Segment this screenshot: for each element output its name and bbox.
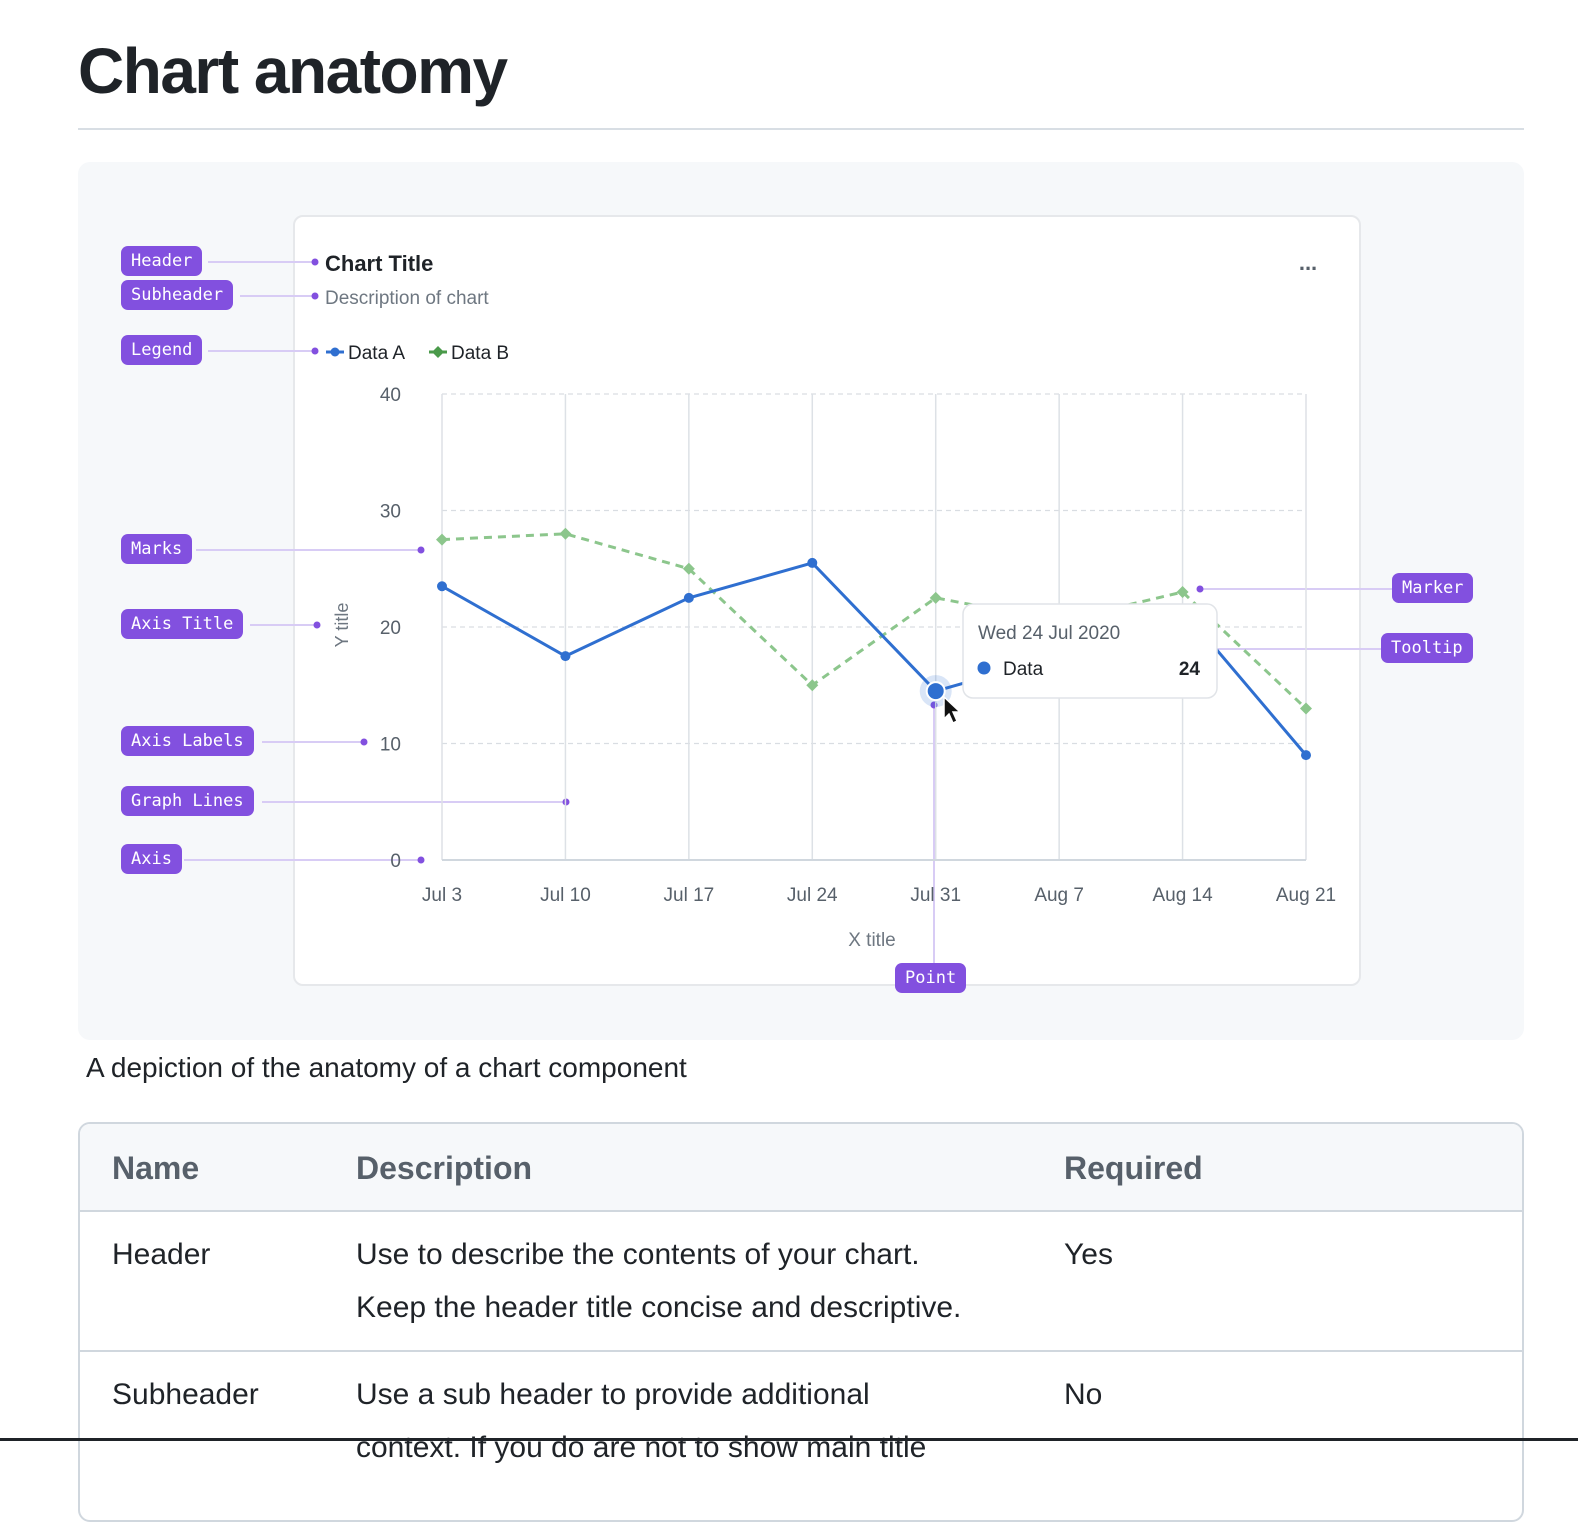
callout-legend: Legend bbox=[121, 335, 203, 365]
x-tick-label: Jul 31 bbox=[910, 885, 961, 906]
row-divider bbox=[80, 1350, 1522, 1352]
data-a-point[interactable] bbox=[437, 581, 447, 592]
anatomy-table: Name Description Required Header Use to … bbox=[78, 1122, 1524, 1522]
series-data-b-line bbox=[441, 532, 1308, 710]
callout-marker: Marker bbox=[1392, 573, 1474, 603]
chart-menu-button[interactable]: ... bbox=[1299, 250, 1317, 275]
callout-graph-lines: Graph Lines bbox=[121, 786, 254, 816]
x-tick-label: Jul 3 bbox=[422, 885, 462, 906]
data-a-point[interactable] bbox=[560, 651, 571, 662]
tooltip-date: Wed 24 Jul 2020 bbox=[978, 623, 1120, 644]
callout-connectors bbox=[184, 261, 1396, 966]
table-row: Header Use to describe the contents of y… bbox=[80, 1228, 1522, 1348]
x-tick-label: Aug 21 bbox=[1276, 885, 1336, 906]
row-name: Header bbox=[112, 1238, 211, 1271]
row-description-line: Keep the header title concise and descri… bbox=[356, 1291, 962, 1324]
mouse-cursor-icon bbox=[943, 695, 962, 725]
column-header-required: Required bbox=[1064, 1150, 1203, 1186]
callout-tooltip: Tooltip bbox=[1381, 633, 1473, 663]
x-tick-label: Jul 17 bbox=[664, 885, 715, 906]
chart-description: Description of chart bbox=[325, 288, 489, 309]
tooltip: Wed 24 Jul 2020 Data 24 bbox=[962, 603, 1218, 699]
column-header-description: Description bbox=[356, 1150, 533, 1186]
legend-data-b-swatch-diamond bbox=[432, 346, 444, 358]
data-a-point[interactable] bbox=[683, 592, 694, 603]
table-header-row: Name Description Required bbox=[80, 1124, 1522, 1212]
marks-anchor-dot bbox=[417, 546, 425, 554]
anatomy-figure: Chart Title Description of chart ... Dat… bbox=[78, 162, 1524, 1040]
header-anchor-dot bbox=[311, 258, 319, 266]
y-tick-label: 20 bbox=[380, 618, 401, 639]
data-a-point[interactable] bbox=[807, 557, 818, 568]
tooltip-series-label: Data bbox=[1003, 659, 1044, 680]
callout-axis-labels: Axis Labels bbox=[121, 726, 254, 756]
y-tick-label: 10 bbox=[380, 735, 401, 756]
callout-anchor-dots bbox=[311, 258, 1204, 864]
chart-title: Chart Title bbox=[325, 251, 433, 276]
y-tick-label: 30 bbox=[380, 502, 401, 523]
data-b-mark bbox=[559, 527, 572, 540]
data-a-point[interactable] bbox=[1301, 750, 1311, 761]
data-b-mark bbox=[806, 679, 819, 692]
data-b-mark bbox=[436, 533, 448, 546]
tooltip-series-dot bbox=[977, 661, 991, 675]
x-axis-title: X title bbox=[848, 930, 896, 951]
data-a-hovered-point[interactable] bbox=[925, 681, 946, 702]
data-b-mark bbox=[1300, 702, 1312, 715]
legend-anchor-dot bbox=[311, 347, 319, 355]
axis-anchor-dot bbox=[417, 856, 425, 864]
row-name: Subheader bbox=[112, 1378, 259, 1411]
x-tick-label: Jul 24 bbox=[787, 885, 838, 906]
x-tick-label: Aug 7 bbox=[1034, 885, 1084, 906]
data-b-mark bbox=[682, 562, 695, 575]
chart-legend: Data A Data B bbox=[326, 343, 509, 364]
y-tick-label: 0 bbox=[390, 851, 401, 872]
figure-caption: A depiction of the anatomy of a chart co… bbox=[86, 1052, 687, 1083]
legend-data-a-swatch-dot bbox=[330, 347, 340, 357]
callout-point: Point bbox=[895, 963, 967, 993]
data-b-mark bbox=[1176, 586, 1189, 599]
marker-anchor-dot bbox=[1196, 585, 1204, 593]
tooltip-value: 24 bbox=[1179, 659, 1201, 680]
y-axis-title: Y title bbox=[332, 603, 352, 648]
x-tick-label: Jul 10 bbox=[540, 885, 591, 906]
x-tick-label: Aug 14 bbox=[1152, 885, 1213, 906]
y-tick-label: 40 bbox=[380, 385, 401, 406]
column-header-name: Name bbox=[112, 1150, 200, 1186]
subheader-anchor-dot bbox=[311, 292, 319, 300]
legend-data-a-label: Data A bbox=[348, 343, 405, 364]
title-divider bbox=[78, 128, 1524, 130]
callout-marks: Marks bbox=[121, 534, 193, 564]
callout-header: Header bbox=[121, 246, 203, 276]
row-description-line: context. If you do are not to show main … bbox=[356, 1431, 927, 1464]
row-description: Use to describe the contents of your cha… bbox=[356, 1228, 1046, 1334]
axis-labels-anchor-dot bbox=[360, 738, 368, 746]
callout-axis: Axis bbox=[121, 844, 182, 874]
callout-subheader: Subheader bbox=[121, 280, 234, 310]
plot-area: 0 10 20 30 40 Jul 3 Jul 10 Jul 17 Jul 24 Jul 31 Au… bbox=[332, 385, 1336, 951]
data-b-mark bbox=[929, 591, 942, 604]
row-description: Use a sub header to provide additional c… bbox=[356, 1368, 1046, 1474]
chart-overlay: Chart Title Description of chart ... Dat… bbox=[184, 250, 1396, 966]
callout-axis-title: Axis Title bbox=[121, 609, 244, 639]
row-description-line: Use to describe the contents of your cha… bbox=[356, 1238, 920, 1271]
row-required: Yes bbox=[1064, 1238, 1113, 1271]
page-title: Chart anatomy bbox=[78, 35, 508, 107]
tooltip-box bbox=[962, 603, 1218, 699]
viewport-bottom-edge bbox=[0, 1438, 1578, 1441]
axis-title-anchor-dot bbox=[313, 621, 321, 629]
row-description-line: Use a sub header to provide additional bbox=[356, 1378, 870, 1411]
legend-data-b-label: Data B bbox=[451, 343, 509, 364]
row-required: No bbox=[1064, 1378, 1103, 1411]
